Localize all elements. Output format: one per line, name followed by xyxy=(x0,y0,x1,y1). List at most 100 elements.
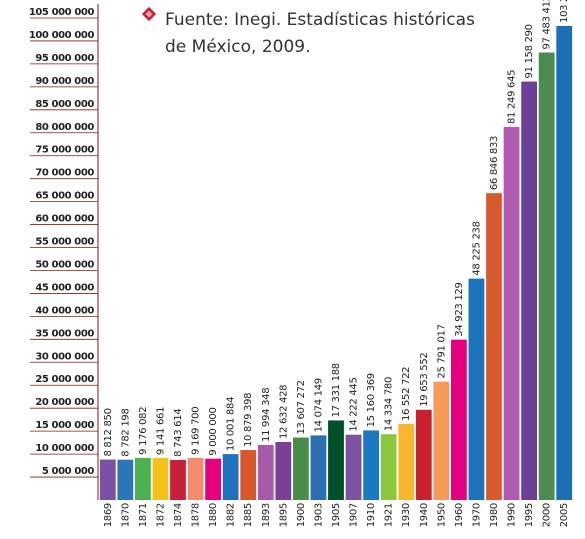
bar xyxy=(152,458,169,500)
value-label: 14 074 149 xyxy=(313,378,324,432)
y-tick-label: 10 000 000 xyxy=(35,443,94,454)
x-tick-label: 2000 xyxy=(542,503,553,527)
y-tick-label: 75 000 000 xyxy=(35,145,94,156)
x-tick-label: 1885 xyxy=(243,503,254,527)
y-tick-label: 105 000 000 xyxy=(29,7,95,18)
value-label: 25 791 017 xyxy=(436,324,447,378)
x-tick-label: 1950 xyxy=(436,503,447,527)
source-line: de México, 2009. xyxy=(165,37,311,57)
bar xyxy=(99,459,116,500)
y-tick-label: 40 000 000 xyxy=(35,305,94,316)
value-label: 14 334 780 xyxy=(384,377,395,431)
bar xyxy=(521,81,538,500)
source-line: Fuente: Inegi. Estadísticas históricas xyxy=(165,10,475,30)
y-tick-label: 55 000 000 xyxy=(35,237,94,248)
y-tick-label: 30 000 000 xyxy=(35,351,94,362)
y-tick-label: 70 000 000 xyxy=(35,168,94,179)
x-tick-label: 1990 xyxy=(507,503,518,527)
bar xyxy=(380,434,397,500)
x-tick-label: 1880 xyxy=(208,503,219,527)
bullet-icon-inner xyxy=(145,10,153,18)
bar xyxy=(450,339,467,500)
x-tick-label: 1895 xyxy=(278,503,289,527)
y-tick-label: 50 000 000 xyxy=(35,259,94,270)
bar xyxy=(415,409,432,500)
value-label: 9 000 000 xyxy=(208,407,219,455)
bar xyxy=(240,450,257,500)
bar xyxy=(134,457,151,500)
x-tick-label: 1940 xyxy=(419,503,430,527)
x-tick-label: 1900 xyxy=(296,503,307,527)
bar xyxy=(117,459,134,500)
x-tick-label: 1970 xyxy=(471,503,482,527)
x-tick-label: 1960 xyxy=(454,503,465,527)
value-label: 11 994 348 xyxy=(261,388,272,442)
x-tick-label: 1871 xyxy=(138,503,149,527)
y-tick-label: 15 000 000 xyxy=(35,420,94,431)
y-tick-label: 45 000 000 xyxy=(35,282,94,293)
x-tick-label: 1910 xyxy=(366,503,377,527)
value-label: 8 812 850 xyxy=(103,408,114,456)
bar xyxy=(363,430,380,500)
bar xyxy=(328,420,344,500)
y-tick-label: 95 000 000 xyxy=(35,53,94,64)
value-label: 91 158 290 xyxy=(524,24,535,78)
value-label: 9 176 082 xyxy=(138,407,149,455)
bar xyxy=(345,434,362,500)
value-label: 14 222 445 xyxy=(349,377,360,431)
bar xyxy=(275,442,292,500)
value-label: 19 653 552 xyxy=(419,353,430,407)
y-tick-label: 20 000 000 xyxy=(35,397,94,408)
bar xyxy=(433,381,450,500)
bar xyxy=(170,459,186,500)
x-tick-label: 1874 xyxy=(173,503,184,527)
value-label: 48 225 238 xyxy=(471,221,482,275)
x-tick-label: 1905 xyxy=(331,503,342,527)
value-label: 17 331 188 xyxy=(331,363,342,417)
value-label: 103 263 388 xyxy=(559,0,570,23)
value-label: 12 632 428 xyxy=(278,385,289,439)
bar xyxy=(503,127,520,500)
y-tick-label: 90 000 000 xyxy=(35,76,94,87)
y-tick-label: 65 000 000 xyxy=(35,191,94,202)
bar xyxy=(398,424,415,500)
x-tick-label: 2005 xyxy=(559,503,570,527)
x-tick-label: 1995 xyxy=(524,503,535,527)
x-tick-label: 1903 xyxy=(313,503,324,527)
value-label: 9 141 661 xyxy=(155,407,166,455)
bar xyxy=(187,457,204,500)
x-tick-label: 1872 xyxy=(155,503,166,527)
y-tick-label: 60 000 000 xyxy=(35,214,94,225)
value-label: 9 169 700 xyxy=(191,407,202,455)
x-tick-label: 1882 xyxy=(226,503,237,527)
x-tick-label: 1870 xyxy=(120,503,131,527)
value-label: 13 607 272 xyxy=(296,380,307,434)
bar xyxy=(486,193,502,500)
x-tick-label: 1878 xyxy=(191,503,202,527)
bar xyxy=(538,52,555,500)
value-label: 8 743 614 xyxy=(173,409,184,457)
y-tick-label: 25 000 000 xyxy=(35,374,94,385)
bar xyxy=(468,278,485,500)
x-tick-label: 1907 xyxy=(349,503,360,527)
x-tick-label: 1980 xyxy=(489,503,500,527)
x-tick-label: 1921 xyxy=(384,503,395,527)
value-label: 34 923 129 xyxy=(454,282,465,336)
y-tick-label: 80 000 000 xyxy=(35,122,94,133)
value-label: 10 001 884 xyxy=(226,397,237,451)
bar xyxy=(205,458,222,500)
x-tick-label: 1869 xyxy=(103,503,114,527)
value-label: 97 483 412 xyxy=(542,0,553,50)
bar xyxy=(292,437,309,500)
bar xyxy=(556,25,573,501)
y-tick-label: 35 000 000 xyxy=(35,328,94,339)
value-label: 8 782 198 xyxy=(120,408,131,456)
value-label: 81 249 645 xyxy=(507,70,518,124)
y-tick-label: 100 000 000 xyxy=(29,30,95,41)
bar xyxy=(257,444,274,500)
value-label: 15 160 369 xyxy=(366,373,377,427)
value-label: 16 552 722 xyxy=(401,367,412,421)
y-tick-label: 85 000 000 xyxy=(35,99,94,110)
x-tick-label: 1930 xyxy=(401,503,412,527)
